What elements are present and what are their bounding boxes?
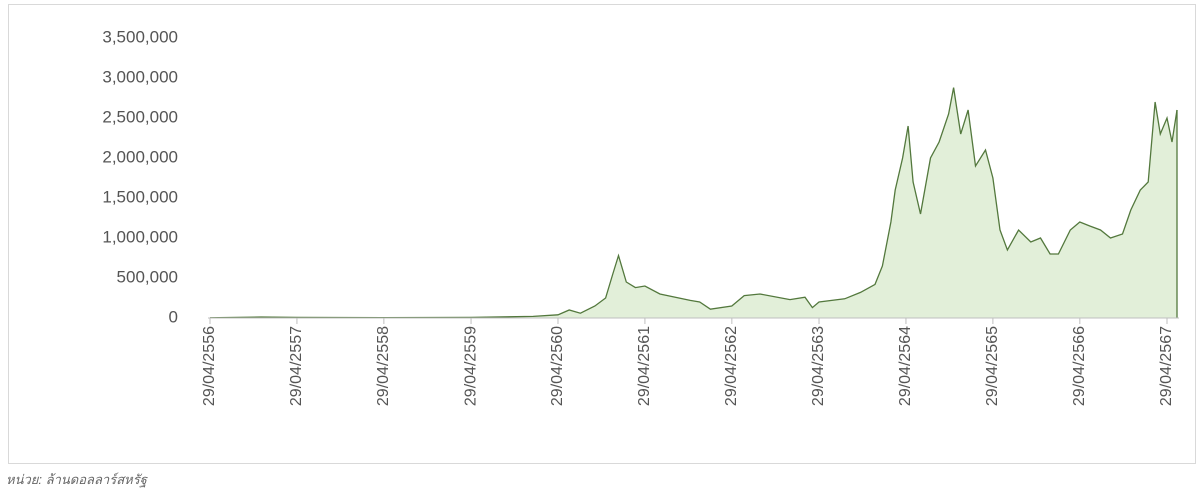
x-tick-label: 29/04/2567 <box>1158 326 1175 406</box>
x-tick-label: 29/04/2556 <box>201 326 218 406</box>
y-tick-label: 2,000,000 <box>102 147 178 166</box>
x-tick-label: 29/04/2563 <box>810 326 827 406</box>
x-tick-label: 29/04/2559 <box>462 326 479 406</box>
unit-note: หน่วย: ล้านดอลลาร์สหรัฐ <box>6 472 149 488</box>
y-tick-label: 2,500,000 <box>102 107 178 126</box>
y-tick-label: 500,000 <box>117 267 178 286</box>
chart-frame <box>8 4 1196 464</box>
y-tick-label: 1,000,000 <box>102 227 178 246</box>
x-tick-label: 29/04/2558 <box>375 326 392 406</box>
y-tick-label: 1,500,000 <box>102 187 178 206</box>
x-tick-label: 29/04/2562 <box>723 326 740 406</box>
y-tick-label: 3,500,000 <box>102 27 178 46</box>
area-line <box>209 87 1178 319</box>
x-tick-label: 29/04/2557 <box>288 326 305 406</box>
x-tick-label: 29/04/2560 <box>549 326 566 406</box>
y-tick-label: 0 <box>169 307 178 326</box>
x-tick-label: 29/04/2561 <box>636 326 653 406</box>
area-fill <box>210 87 1177 318</box>
x-tick-label: 29/04/2564 <box>897 326 914 406</box>
y-tick-label: 3,000,000 <box>102 67 178 86</box>
x-tick-label: 29/04/2565 <box>984 326 1001 406</box>
x-tick-label: 29/04/2566 <box>1071 326 1088 406</box>
